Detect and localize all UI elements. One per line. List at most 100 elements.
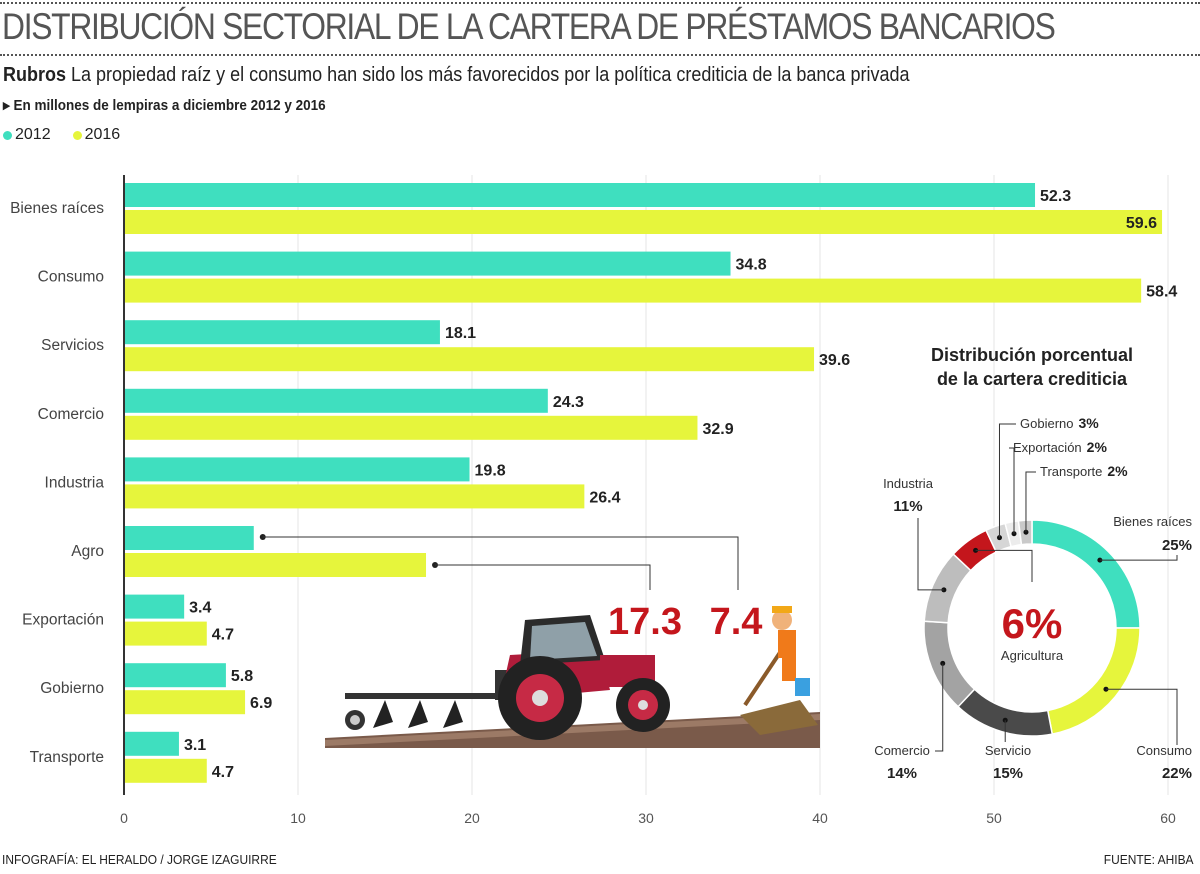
- bar-2012: [125, 663, 226, 688]
- bar-value-label: 58.4: [1146, 284, 1177, 301]
- bar-2012: [125, 388, 548, 413]
- divider: [0, 54, 1200, 56]
- subtitle: Rubros La propiedad raíz y el consumo ha…: [3, 64, 909, 87]
- category-label: Exportación: [22, 612, 104, 629]
- category-label: Comercio: [38, 406, 104, 423]
- bar-value-label: 19.8: [475, 462, 506, 479]
- slice-name-label: Bienes raíces: [1113, 514, 1192, 529]
- slice-percent-label: 15%: [993, 765, 1023, 782]
- unit-note: ▸ En millones de lempiras a diciembre 20…: [3, 97, 326, 114]
- divider: [0, 2, 1200, 4]
- bar-value-label: 59.6: [1126, 215, 1157, 232]
- bar-2012: [125, 731, 179, 756]
- x-tick-label: 50: [986, 810, 1002, 826]
- leader-line: [975, 549, 1033, 582]
- slice-percent-label: 11%: [893, 498, 922, 515]
- x-tick-label: 30: [638, 810, 654, 826]
- bar-2016: [125, 553, 427, 577]
- category-label: Servicios: [41, 337, 104, 354]
- category-label: Industria: [45, 474, 105, 491]
- slice-percent-label: 3%: [1078, 415, 1099, 431]
- slice-name-label: Comercio: [874, 743, 930, 758]
- bar-value-label: 3.4: [189, 600, 211, 617]
- bar-2016: [125, 484, 585, 509]
- donut-slice: [923, 620, 976, 708]
- bar-2016: [125, 758, 207, 783]
- bar-2012: [125, 457, 470, 482]
- page-title: DISTRIBUCIÓN SECTORIAL DE LA CARTERA DE …: [2, 6, 1056, 47]
- source: FUENTE: AHIBA: [1104, 852, 1194, 867]
- bar-value-label: 18.1: [445, 325, 476, 342]
- subtitle-bold: Rubros: [3, 64, 66, 86]
- donut-chart: Distribución porcentual de la cartera cre…: [874, 345, 1192, 782]
- legend-label: 2012: [15, 126, 51, 143]
- bar-2012: [125, 320, 440, 345]
- bar-2012: [125, 251, 731, 276]
- slice-name-label: Industria: [883, 476, 934, 491]
- bar-value-label: 52.3: [1040, 188, 1071, 205]
- bar-value-label: 4.7: [212, 627, 234, 644]
- bar-2016: [125, 621, 207, 646]
- legend-item-2012: 2012: [3, 126, 51, 144]
- bar-value-label: 4.7: [212, 764, 234, 781]
- bar-value-label: 39.6: [819, 352, 850, 369]
- legend: 2012 2016: [3, 126, 120, 144]
- slice-name-label: Exportación: [1013, 440, 1082, 455]
- donut-title: Distribución porcentual: [931, 345, 1133, 365]
- bar-2016: [125, 210, 1163, 234]
- bar-2016: [125, 278, 1142, 303]
- slice-name-label: Gobierno: [1020, 416, 1073, 431]
- bar-value-label: 26.4: [589, 489, 620, 506]
- x-tick-label: 10: [290, 810, 306, 826]
- category-label: Bienes raíces: [10, 200, 104, 217]
- x-tick-label: 20: [464, 810, 480, 826]
- credit: INFOGRAFÍA: EL HERALDO / JORGE IZAGUIRRE: [2, 852, 277, 867]
- bar-value-label: 6.9: [250, 695, 272, 712]
- bar-2012: [125, 526, 254, 550]
- bar-2016: [125, 415, 698, 440]
- slice-percent-label: 22%: [1162, 765, 1192, 782]
- callout-agro-2016: 17.3: [608, 601, 682, 643]
- tractor-farmer-illustration: [325, 606, 820, 748]
- bar-value-label: 32.9: [702, 421, 733, 438]
- bar-2016: [125, 347, 815, 372]
- bar-value-label: 5.8: [231, 668, 253, 685]
- legend-swatch: [72, 130, 82, 140]
- slice-name-label: Consumo: [1136, 743, 1192, 758]
- x-tick-label: 60: [1160, 810, 1176, 826]
- callout-line: [262, 536, 739, 590]
- bar-value-label: 34.8: [736, 257, 767, 274]
- category-label: Gobierno: [40, 680, 104, 697]
- leader-line: [935, 663, 944, 752]
- subtitle-text: La propiedad raíz y el consumo han sido …: [71, 64, 910, 86]
- donut-center-label: Agricultura: [1001, 648, 1064, 663]
- slice-percent-label: 2%: [1107, 463, 1128, 479]
- leader-line: [998, 423, 1016, 538]
- bar-2012: [125, 183, 1036, 207]
- slice-percent-label: 2%: [1087, 439, 1108, 455]
- leader-line: [1009, 447, 1015, 534]
- slice-percent-label: 25%: [1162, 537, 1192, 554]
- x-tick-label: 0: [120, 810, 128, 826]
- donut-center-value: 6%: [1002, 600, 1063, 647]
- leader-line: [1025, 471, 1036, 533]
- bar-value-label: 24.3: [553, 394, 584, 411]
- slice-name-label: Servicio: [985, 743, 1031, 758]
- slice-name-label: Transporte: [1040, 464, 1102, 479]
- donut-title: de la cartera crediticia: [937, 369, 1128, 389]
- x-tick-label: 40: [812, 810, 828, 826]
- category-label: Agro: [71, 543, 104, 560]
- leader-line: [1099, 555, 1178, 561]
- bar-2012: [125, 594, 185, 619]
- bar-value-label: 3.1: [184, 737, 206, 754]
- slice-percent-label: 14%: [887, 765, 917, 782]
- leader-line: [1105, 688, 1178, 745]
- category-label: Consumo: [38, 269, 104, 286]
- category-label: Transporte: [30, 749, 104, 766]
- legend-item-2016: 2016: [72, 126, 121, 144]
- legend-label: 2016: [84, 126, 121, 143]
- legend-swatch: [3, 130, 12, 140]
- callout-line: [435, 564, 651, 590]
